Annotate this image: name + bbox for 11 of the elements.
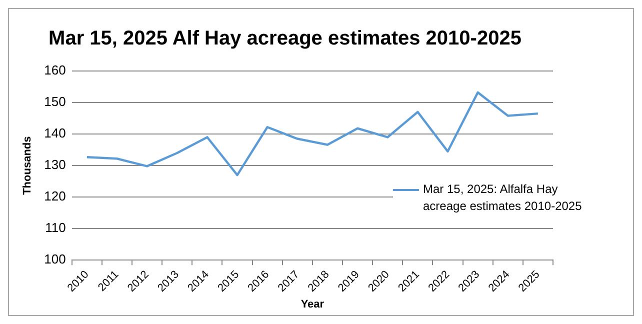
y-tick-label: 140	[44, 126, 66, 141]
y-axis-title: Thousands	[22, 136, 34, 195]
y-tick-label: 160	[44, 62, 66, 78]
y-tick-label: 100	[44, 252, 66, 267]
legend-label: Mar 15, 2025: Alfalfa Hay acreage estimates 2010-2025	[423, 181, 583, 215]
chart-title: Mar 15, 2025 Alf Hay acreage estimates 2010-2025	[48, 28, 522, 50]
y-tick-label: 150	[44, 94, 66, 110]
y-tick-label: 120	[44, 188, 66, 204]
y-tick-label: 130	[44, 157, 66, 172]
x-axis-title: Year	[300, 298, 325, 310]
y-tick-label: 110	[45, 220, 66, 236]
